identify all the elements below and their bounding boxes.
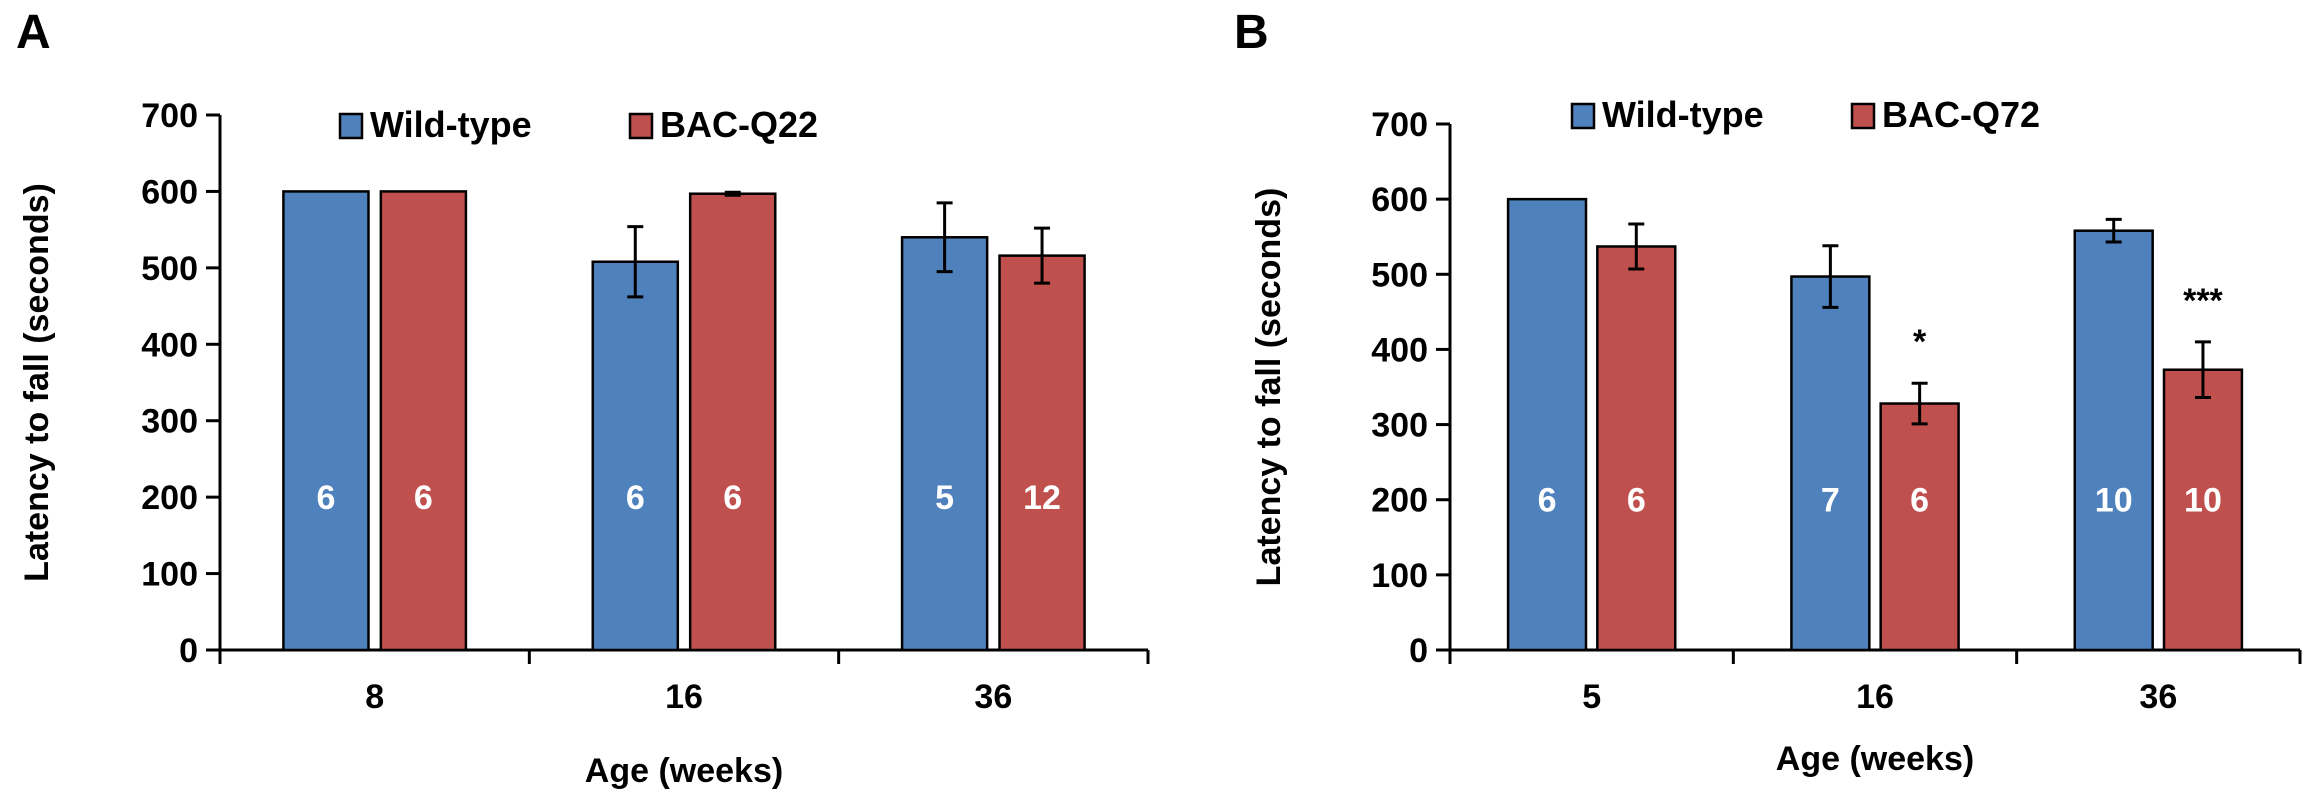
bar (1790, 275, 1871, 652)
bar (998, 254, 1086, 652)
legend-label: BAC-Q22 (660, 104, 818, 145)
bar (2073, 229, 2154, 652)
y-tick-label: 200 (1371, 482, 1428, 520)
panel-letter-a: A (16, 6, 51, 59)
bar (379, 190, 468, 652)
legend-swatch (1570, 102, 1596, 130)
legend-swatch (628, 112, 654, 140)
legend-swatch (1850, 102, 1876, 130)
y-axis-title: Latency to fall (seconds) (18, 183, 56, 582)
bar (688, 192, 777, 652)
n-label: 6 (1627, 482, 1646, 520)
n-label: 10 (2095, 482, 2133, 520)
bar (1506, 197, 1588, 652)
y-tick-label: 500 (1371, 256, 1428, 294)
n-label: 10 (2184, 482, 2222, 520)
x-tick-label: 5 (1582, 678, 1601, 716)
y-tick-label: 200 (141, 479, 198, 517)
y-tick-label: 400 (141, 326, 198, 364)
x-tick-label: 36 (2139, 678, 2177, 716)
bar (900, 236, 989, 652)
x-tick-label: 16 (665, 678, 703, 716)
n-label: 6 (316, 479, 335, 517)
x-axis-title: Age (weeks) (585, 752, 783, 790)
y-tick-label: 100 (141, 556, 198, 594)
legend-swatch (338, 112, 364, 140)
y-tick-label: 500 (141, 250, 198, 288)
significance-marker: * (1913, 323, 1927, 361)
x-tick-label: 16 (1856, 678, 1894, 716)
y-tick-label: 600 (141, 173, 198, 211)
n-label: 12 (1023, 479, 1061, 517)
y-tick-label: 700 (141, 97, 198, 135)
legend-label: Wild-type (1602, 94, 1764, 135)
x-tick-label: 8 (365, 678, 384, 716)
bar (1596, 245, 1677, 652)
y-tick-label: 600 (1371, 181, 1428, 219)
y-tick-label: 700 (1371, 106, 1428, 144)
y-tick-label: 100 (1371, 557, 1428, 595)
legend-label: Wild-type (370, 104, 532, 145)
bar (1879, 402, 1960, 652)
y-tick-label: 300 (1371, 407, 1428, 445)
n-label: 6 (723, 479, 742, 517)
y-tick-label: 300 (141, 403, 198, 441)
y-tick-label: 0 (1409, 632, 1428, 670)
chart-panel-a: 0 100 200 300 400 500 600 700 8 6 6 16 6 6 36 5 12 Wild-t… (18, 97, 1150, 790)
bar (2162, 368, 2244, 652)
bar (282, 190, 370, 652)
n-label: 6 (626, 479, 645, 517)
bar (591, 260, 680, 652)
significance-marker: *** (2183, 282, 2223, 320)
x-tick-label: 36 (974, 678, 1012, 716)
legend-label: BAC-Q72 (1882, 94, 2040, 135)
panel-letter-b: B (1234, 6, 1269, 59)
n-label: 5 (935, 479, 954, 517)
y-tick-label: 0 (179, 632, 198, 670)
y-axis-title: Latency to fall (seconds) (1250, 188, 1288, 587)
chart-panel-b: 0 100 200 300 400 500 600 700 5 6 6 16 7 6 * 36 10 10 *** W… (1250, 94, 2302, 778)
n-label: 7 (1821, 482, 1840, 520)
y-tick-label: 400 (1371, 331, 1428, 369)
n-label: 6 (1910, 482, 1929, 520)
x-axis-title: Age (weeks) (1776, 740, 1974, 778)
n-label: 6 (1538, 482, 1557, 520)
n-label: 6 (414, 479, 433, 517)
